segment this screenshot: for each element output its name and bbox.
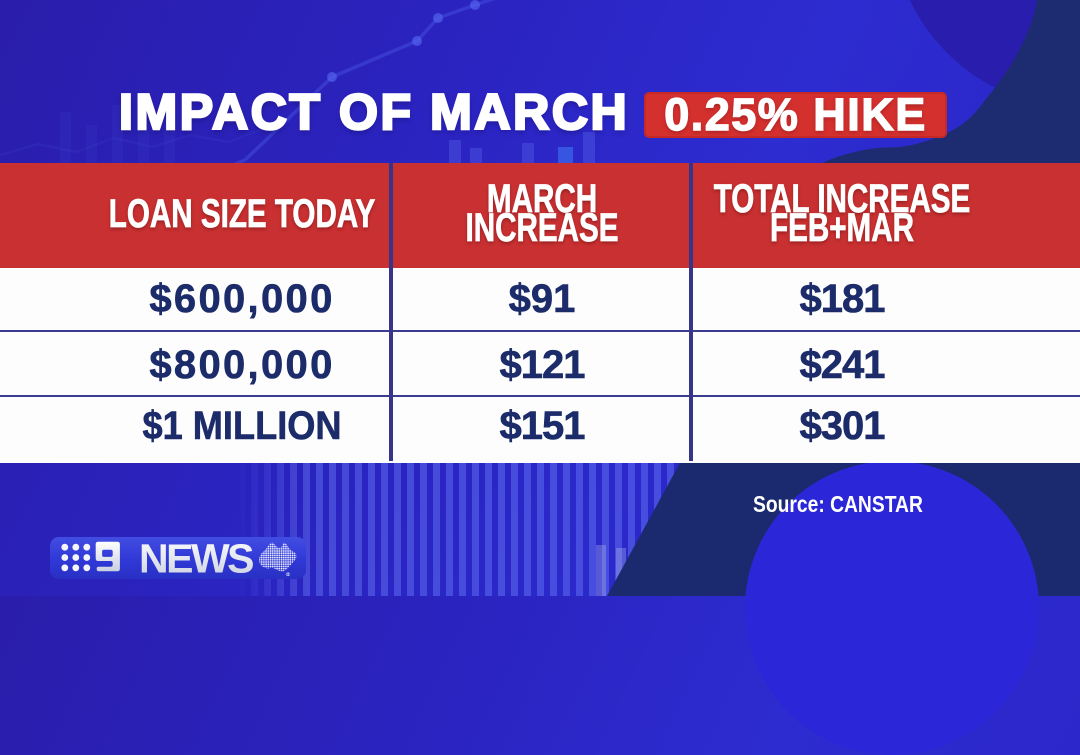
svg-text:NEWS: NEWS xyxy=(139,537,253,579)
